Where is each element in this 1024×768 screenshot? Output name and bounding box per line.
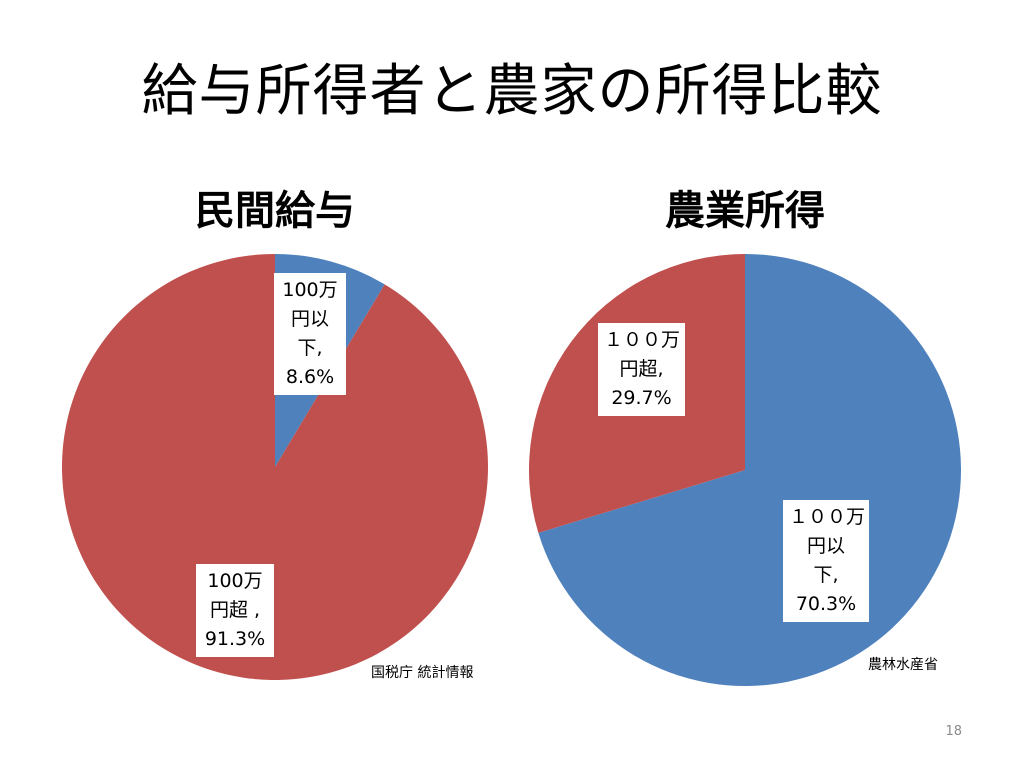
chart-title-farm-income: 農業所得 [665,188,825,234]
slice-label-farm-under-1m: １００万 円以 下, 70.3% [783,500,869,622]
slide-title: 給与所得者と農家の所得比較 [141,59,883,124]
slice-label-private-over-1m: 100万 円超 , 91.3% [196,564,274,657]
pie-chart-farm-income [529,254,961,686]
source-note-maff: 農林水産省 [868,657,938,673]
slice-label-farm-over-1m: １００万 円超, 29.7% [598,323,685,416]
pie-slice-0-1 [62,254,489,680]
slice-label-private-under-1m: 100万 円以 下, 8.6% [274,273,346,395]
source-note-nta: 国税庁 統計情報 [371,665,474,681]
chart-title-private-salary: 民間給与 [195,188,355,234]
page-number: 18 [945,724,962,739]
